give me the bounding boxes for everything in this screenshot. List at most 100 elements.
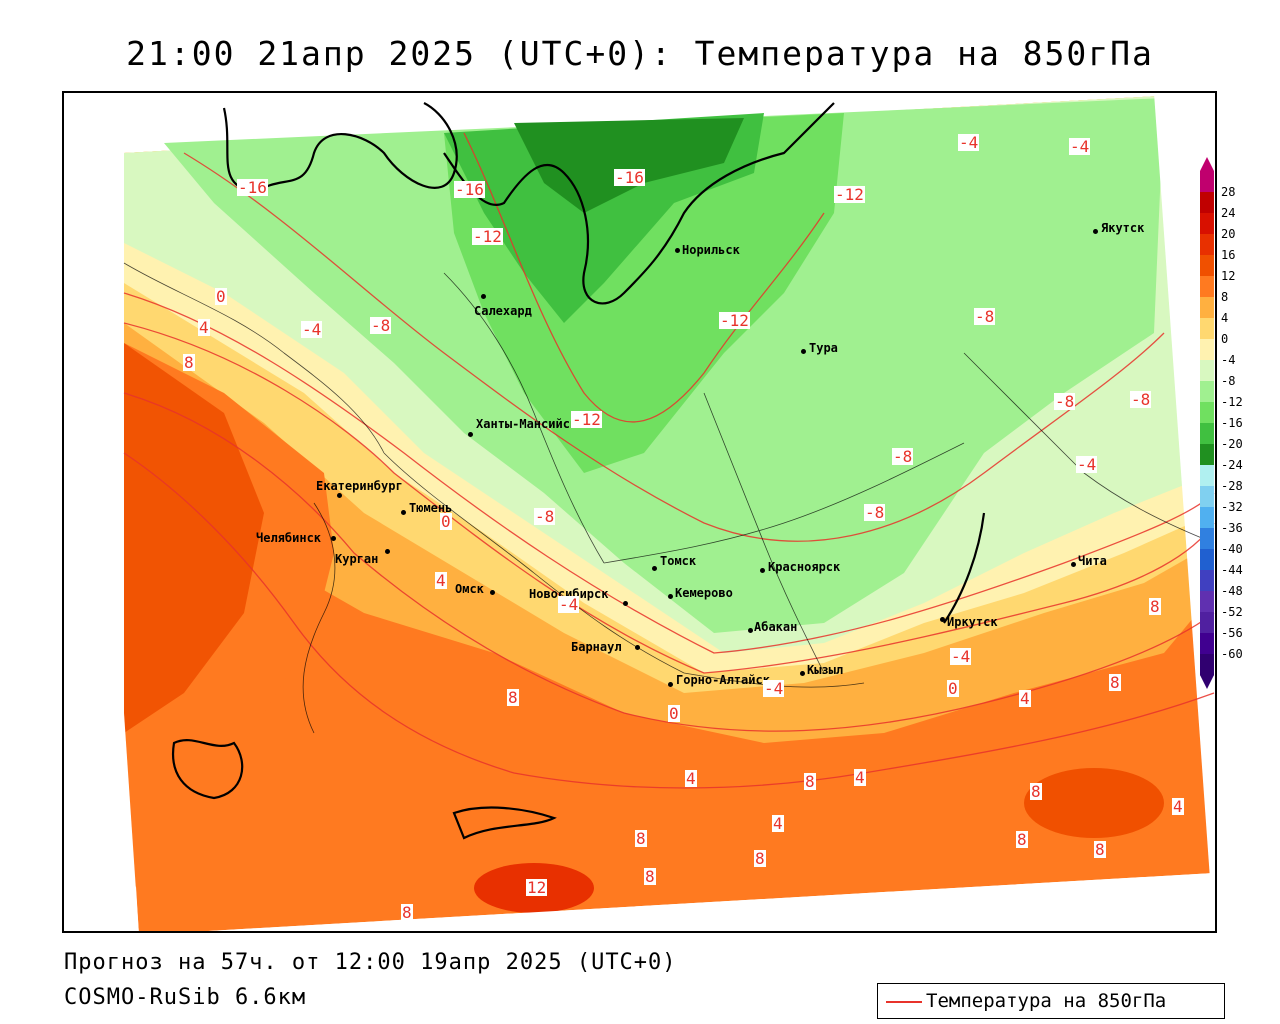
colorbar-swatch <box>1200 591 1214 613</box>
city-dot <box>623 601 628 606</box>
colorbar-tick-label: 4 <box>1221 311 1229 325</box>
city-dot <box>1093 229 1098 234</box>
city-dot <box>635 645 640 650</box>
colorbar-swatch <box>1200 381 1214 403</box>
city-dot <box>331 536 336 541</box>
colorbar-swatch <box>1200 549 1214 571</box>
colorbar-swatch <box>1200 528 1214 550</box>
colorbar-swatch <box>1200 465 1214 487</box>
colorbar-swatch <box>1200 612 1214 634</box>
city-label-khanty-mansiysk: Ханты-Мансийск <box>476 417 578 431</box>
isotherm-label: -4 <box>301 320 323 339</box>
colorbar-tick-label: -20 <box>1221 437 1243 451</box>
city-label-salekhard: Салехард <box>474 304 532 318</box>
isotherm-label: 12 <box>526 878 548 897</box>
isotherm-label: 8 <box>507 688 519 707</box>
colorbar-swatch <box>1200 423 1214 445</box>
isotherm-label: 8 <box>1109 673 1121 692</box>
colorbar-tick-label: -28 <box>1221 479 1243 493</box>
colorbar-tick-label: -36 <box>1221 521 1243 535</box>
city-label-gorno-altaysk: Горно-Алтайск <box>676 673 770 687</box>
city-dot <box>668 594 673 599</box>
isotherm-label: 8 <box>644 867 656 886</box>
colorbar-tick-label: -16 <box>1221 416 1243 430</box>
colorbar-tick-label: -4 <box>1221 353 1236 367</box>
colorbar-tick-label: 12 <box>1221 269 1236 283</box>
city-label-kemerovo: Кемерово <box>675 586 733 600</box>
isotherm-label: 4 <box>854 768 866 787</box>
isotherm-label: 0 <box>668 704 680 723</box>
city-label-krasnoyarsk: Красноярск <box>768 560 841 574</box>
colorbar-bottom-arrow <box>1200 675 1214 689</box>
isotherm-label: -4 <box>763 679 785 698</box>
colorbar-tick-label: -32 <box>1221 500 1243 514</box>
isotherm-label: -8 <box>370 316 392 335</box>
city-label-tyumen: Тюмень <box>409 501 453 515</box>
city-dot <box>940 617 945 622</box>
isotherm-label: -16 <box>454 180 485 199</box>
city-label-kyzyl: Кызыл <box>807 663 844 677</box>
isotherm-label: 8 <box>804 772 816 791</box>
city-dot <box>668 682 673 687</box>
legend-label: Температура на 850гПа <box>926 990 1167 1012</box>
isotherm-label: -12 <box>571 410 602 429</box>
city-dot <box>385 549 390 554</box>
isotherm-label: 4 <box>198 318 210 337</box>
colorbar-tick-label: 16 <box>1221 248 1236 262</box>
map-legend: Температура на 850гПа <box>877 983 1225 1019</box>
city-dot <box>800 671 805 676</box>
colorbar-swatch <box>1200 633 1214 655</box>
colorbar-swatch <box>1200 234 1214 256</box>
temperature-colorbar <box>1200 157 1214 689</box>
colorbar-swatch <box>1200 192 1214 214</box>
isotherm-label: -4 <box>958 133 980 152</box>
temperature-map <box>64 93 1215 931</box>
colorbar-swatch <box>1200 444 1214 466</box>
city-label-kurgan: Курган <box>335 552 379 566</box>
city-dot <box>468 432 473 437</box>
map-area: Якутск Норильск Салехард Тура Ханты-Манс… <box>62 91 1217 933</box>
city-label-yakutsk: Якутск <box>1101 221 1145 235</box>
city-dot <box>675 248 680 253</box>
isotherm-label: -8 <box>892 447 914 466</box>
isotherm-label: 4 <box>685 769 697 788</box>
colorbar-tick-label: -44 <box>1221 563 1243 577</box>
colorbar-tick-label: -52 <box>1221 605 1243 619</box>
city-dot <box>337 493 342 498</box>
colorbar-tick-label: -60 <box>1221 647 1243 661</box>
colorbar-swatch <box>1200 486 1214 508</box>
colorbar-swatch <box>1200 339 1214 361</box>
city-dot <box>401 510 406 515</box>
isotherm-label: 8 <box>1149 597 1161 616</box>
isotherm-label: -4 <box>558 595 580 614</box>
colorbar-swatch <box>1200 297 1214 319</box>
city-dot <box>748 628 753 633</box>
isotherm-label: 0 <box>947 679 959 698</box>
city-label-tura: Тура <box>809 341 838 355</box>
city-label-yekaterinburg: Екатеринбург <box>316 479 403 493</box>
isotherm-label: 8 <box>1094 840 1106 859</box>
isotherm-label: -8 <box>1130 390 1152 409</box>
colorbar-tick-label: -24 <box>1221 458 1243 472</box>
colorbar-swatch <box>1200 402 1214 424</box>
city-label-irkutsk: Иркутск <box>947 615 998 629</box>
colorbar-swatch <box>1200 213 1214 235</box>
legend-line-swatch <box>886 1001 922 1003</box>
city-dot <box>760 568 765 573</box>
isotherm-label: 0 <box>440 512 452 531</box>
model-name: COSMO-RuSib 6.6км <box>64 985 307 1010</box>
isotherm-label: 4 <box>1019 689 1031 708</box>
colorbar-swatch <box>1200 570 1214 592</box>
colorbar-tick-label: -40 <box>1221 542 1243 556</box>
colorbar-tick-label: 28 <box>1221 185 1236 199</box>
isotherm-label: 8 <box>754 849 766 868</box>
colorbar-swatch <box>1200 360 1214 382</box>
isotherm-label: 8 <box>635 829 647 848</box>
isotherm-label: -8 <box>1054 392 1076 411</box>
colorbar-swatch <box>1200 507 1214 529</box>
city-dot <box>481 294 486 299</box>
city-dot <box>1071 562 1076 567</box>
isotherm-label: 4 <box>435 571 447 590</box>
city-label-norilsk: Норильск <box>682 243 740 257</box>
colorbar-tick-label: 24 <box>1221 206 1236 220</box>
